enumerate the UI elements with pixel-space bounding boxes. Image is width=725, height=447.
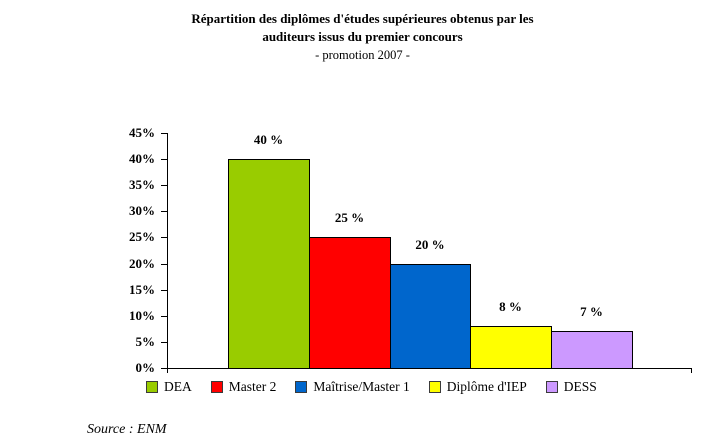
legend-item-master-2: Master 2 <box>210 379 277 394</box>
y-axis-tick-label: 0% <box>135 360 156 375</box>
legend-swatch-icon <box>146 380 158 393</box>
bar-master-2 <box>309 237 391 369</box>
legend-label: DEA <box>164 379 192 394</box>
bar-value-label: 8 % <box>499 299 522 314</box>
y-axis-tick-mark <box>161 263 167 265</box>
x-axis-start-tick <box>167 368 168 373</box>
y-axis-line <box>167 133 168 369</box>
legend-label: DESS <box>563 379 597 394</box>
y-axis-tick-mark <box>161 341 167 343</box>
bar-value-label: 25 % <box>334 210 365 225</box>
legend-label: Maîtrise/Master 1 <box>313 379 410 394</box>
x-axis-end-tick <box>691 368 692 373</box>
legend-item-dess: DESS <box>545 379 597 394</box>
legend-item-ma-trise-master-1: Maîtrise/Master 1 <box>295 379 410 394</box>
bar-value-label: 7 % <box>580 304 603 319</box>
chart-title-promotion: - promotion 2007 - <box>315 48 410 62</box>
legend-swatch-icon <box>210 380 223 393</box>
bar-dipl-me-d-iep <box>470 326 552 369</box>
y-axis-tick-label: 40% <box>129 151 155 167</box>
y-axis-tick-mark <box>161 315 167 317</box>
bar-ma-trise-master-1 <box>390 264 471 369</box>
legend-swatch-icon <box>545 380 558 393</box>
y-axis-tick-label: 5% <box>135 333 156 349</box>
legend-swatch-icon <box>295 380 308 393</box>
y-axis-tick-label: 15% <box>129 281 155 297</box>
chart-title-line-1: Répartition des diplômes d'études supéri… <box>191 11 534 26</box>
chart-title-line-2: auditeurs issus du premier concours <box>262 29 463 44</box>
legend-label: Master 2 <box>228 379 277 394</box>
bar-dess <box>551 331 633 369</box>
y-axis-tick-label: 20% <box>129 255 155 271</box>
legend-swatch-icon <box>428 380 441 393</box>
y-axis-tick-mark <box>161 133 167 134</box>
y-axis-tick-label: 30% <box>129 203 155 219</box>
y-axis-tick-mark <box>161 211 167 213</box>
y-axis-tick-label: 35% <box>129 177 155 193</box>
chart-title-block: Répartition des diplômes d'études supéri… <box>0 10 725 63</box>
y-axis-tick-mark <box>161 185 167 187</box>
legend-label: Diplôme d'IEP <box>446 379 527 394</box>
y-axis-tick-label: 10% <box>129 307 155 323</box>
y-axis-tick-label: 25% <box>129 229 155 245</box>
legend-item-dea: DEA <box>146 379 192 394</box>
y-axis-tick-mark <box>161 289 167 291</box>
source-note: Source : ENM <box>87 422 167 437</box>
bar-dea <box>228 159 310 369</box>
y-axis-tick-mark <box>161 368 167 369</box>
legend: DEA Master 2 Maîtrise/Master 1 Diplôme d'IE… <box>146 379 597 394</box>
y-axis-tick-mark <box>161 159 167 161</box>
y-axis-tick-label: 45% <box>129 125 155 140</box>
legend-item-dipl-me-d-iep: Diplôme d'IEP <box>428 379 527 394</box>
bar-value-label: 40 % <box>253 132 284 147</box>
bar-value-label: 20 % <box>415 237 445 252</box>
y-axis-tick-mark <box>161 237 167 239</box>
